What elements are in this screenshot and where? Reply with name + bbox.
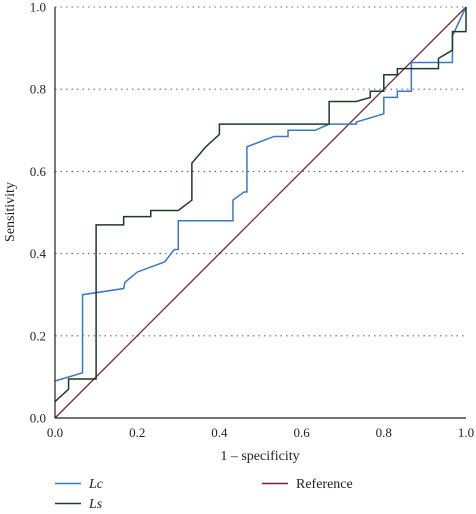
- legend-label-ls: Ls: [88, 497, 103, 512]
- legend-label-lc: Lc: [88, 477, 104, 492]
- x-tick-label-3: 0.6: [293, 425, 310, 440]
- series-line-ls: [54, 7, 467, 403]
- x-axis-title: 1 – specificity: [220, 449, 299, 464]
- series-line-lc: [54, 6, 467, 382]
- legend-label-reference: Reference: [296, 477, 353, 492]
- curve-series: [54, 6, 467, 403]
- x-tick-label-5: 1.0: [458, 425, 474, 440]
- x-tick-label-0: 0.0: [47, 425, 63, 440]
- y-tick-label-4: 0.8: [30, 82, 46, 97]
- x-tick-label-2: 0.4: [211, 425, 228, 440]
- y-tick-label-1: 0.2: [30, 328, 46, 343]
- y-tick-label-0: 0.0: [30, 411, 46, 426]
- x-tick-label-1: 0.2: [129, 425, 145, 440]
- x-tick-label-4: 0.8: [376, 425, 392, 440]
- tick-labels: 0.0 0.2 0.4 0.6 0.8 1.0 0.0 0.2 0.4 0.6 0.8 1.0: [30, 0, 474, 440]
- y-axis-title: Sensitivity: [3, 182, 18, 242]
- axes: [54, 7, 466, 419]
- y-tick-label-2: 0.4: [30, 246, 47, 261]
- gridlines: [55, 6, 466, 337]
- legend: Lc Ls Reference: [55, 477, 353, 512]
- y-tick-label-3: 0.6: [30, 164, 47, 179]
- y-tick-label-5: 1.0: [30, 0, 46, 15]
